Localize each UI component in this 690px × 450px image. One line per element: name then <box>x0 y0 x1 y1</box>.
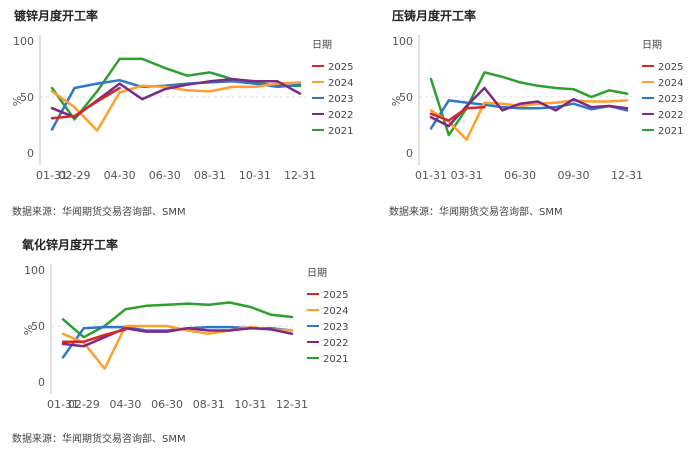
legend-title: 日期 <box>312 39 332 51</box>
x-tick-label: 12-31 <box>276 398 308 411</box>
legend-title: 日期 <box>642 39 662 51</box>
chart-source: 数据来源：华闻期货交易咨询部、SMM <box>12 434 186 445</box>
x-tick-label: 01-31 <box>36 169 68 182</box>
x-tick-label: 04-30 <box>109 398 141 411</box>
x-tick-label: 08-31 <box>194 169 226 182</box>
legend-label-2025: 2025 <box>328 62 353 73</box>
chart-title: 镀锌月度开工率 <box>14 9 99 23</box>
legend-label-2025: 2025 <box>658 62 683 73</box>
x-tick-label: 01-31 <box>47 398 79 411</box>
x-tick-label: 09-30 <box>558 169 590 182</box>
legend-label-2022: 2022 <box>658 110 683 121</box>
y-tick-label: 100 <box>13 35 34 48</box>
legend-label-2024: 2024 <box>323 306 348 317</box>
x-tick-label: 08-31 <box>193 398 225 411</box>
legend-label-2024: 2024 <box>658 78 683 89</box>
x-tick-label: 04-30 <box>104 169 136 182</box>
legend-label-2023: 2023 <box>323 322 348 333</box>
series-line-2025 <box>429 105 486 122</box>
y-tick-label: 100 <box>392 35 413 48</box>
y-tick-label: 50 <box>31 320 45 333</box>
series-line-2023 <box>50 78 302 131</box>
y-tick-label: 50 <box>20 91 34 104</box>
series-line-2022 <box>61 326 294 348</box>
x-tick-label: 10-31 <box>234 398 266 411</box>
y-axis-label: % <box>11 96 24 106</box>
legend-label-2021: 2021 <box>658 126 683 137</box>
chart-panel-zinc-oxide: 氧化锌月度开工率 数据来源：华闻期货交易咨询部、SMM 0 50 100% 01-31… <box>0 229 348 450</box>
legend-label-2023: 2023 <box>658 94 683 105</box>
series-line-2021 <box>429 71 629 137</box>
x-tick-label: 10-31 <box>239 169 271 182</box>
x-tick-label: 03-31 <box>451 169 483 182</box>
chart-panel-galvanizing: 镀锌月度开工率 数据来源：华闻期货交易咨询部、SMM 0 50 100% 01-31 0… <box>0 0 353 225</box>
series-line-2025 <box>61 328 127 343</box>
chart-source: 数据来源：华闻期货交易咨询部、SMM <box>389 207 563 218</box>
x-tick-label: 12-31 <box>284 169 316 182</box>
legend-label-2021: 2021 <box>323 354 348 365</box>
series-line-2024 <box>429 99 629 141</box>
x-tick-label: 06-30 <box>151 398 183 411</box>
y-axis-label: % <box>22 325 35 335</box>
series-line-2024 <box>61 324 294 370</box>
x-tick-label: 06-30 <box>504 169 536 182</box>
x-tick-label: 06-30 <box>149 169 181 182</box>
series-line-2023 <box>429 99 629 130</box>
series-line-2025 <box>50 86 121 120</box>
series-line-2021 <box>61 301 294 339</box>
legend-label-2025: 2025 <box>323 290 348 301</box>
x-tick-label: 12-31 <box>611 169 643 182</box>
chart-svg-die-casting: 0 50 100% 01-31 03-31 06-30 09-30 12-31 日期 2025 20… <box>390 35 683 182</box>
legend-label-2022: 2022 <box>323 338 348 349</box>
y-axis-label: % <box>390 96 403 106</box>
legend-label-2023: 2023 <box>328 94 353 105</box>
y-tick-label: 0 <box>27 147 34 160</box>
x-tick-label: 02-29 <box>68 398 100 411</box>
y-tick-label: 100 <box>24 264 45 277</box>
chart-source: 数据来源：华闻期货交易咨询部、SMM <box>12 207 186 218</box>
legend-label-2024: 2024 <box>328 78 353 89</box>
legend-label-2021: 2021 <box>328 126 353 137</box>
legend-label-2022: 2022 <box>328 110 353 121</box>
y-tick-label: 0 <box>406 147 413 160</box>
chart-panel-die-casting: 压铸月度开工率 数据来源：华闻期货交易咨询部、SMM 0 50 100% 01-31 0… <box>345 0 690 225</box>
series-line-2023 <box>61 325 294 359</box>
chart-title: 压铸月度开工率 <box>392 9 477 23</box>
series-line-2024 <box>50 81 302 132</box>
chart-title: 氧化锌月度开工率 <box>22 238 119 252</box>
y-tick-label: 0 <box>38 376 45 389</box>
y-tick-label: 50 <box>399 91 413 104</box>
legend-title: 日期 <box>307 267 327 279</box>
x-tick-label: 02-29 <box>59 169 91 182</box>
x-tick-label: 01-31 <box>415 169 447 182</box>
